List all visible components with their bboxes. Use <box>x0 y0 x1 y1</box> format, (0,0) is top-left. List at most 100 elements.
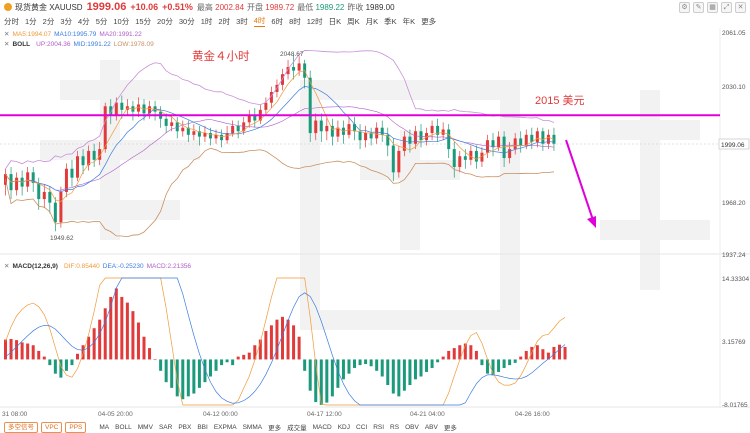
indicator-option[interactable]: EXPMA <box>213 423 237 431</box>
indicator-option[interactable]: OBV <box>405 423 419 431</box>
indicator-option[interactable]: 成交量 <box>287 425 307 432</box>
ma10-line <box>5 85 555 193</box>
macd-bar <box>9 338 13 360</box>
period-tab[interactable]: 3分 <box>60 16 73 26</box>
indicator-option[interactable]: BBI <box>197 423 208 431</box>
period-tab[interactable]: 2分 <box>42 16 55 26</box>
time-tick: 31 08:00 <box>2 411 28 418</box>
indicator-option[interactable]: SMMA <box>242 423 263 431</box>
close-boll-icon[interactable]: ✕ <box>4 41 10 48</box>
macd-bar <box>4 339 7 360</box>
close-icon[interactable]: ✕ <box>735 2 746 13</box>
period-tab[interactable]: 30分 <box>178 16 195 26</box>
indicator-option[interactable]: RSI <box>373 423 385 431</box>
macd-title: MACD(12,26,9) <box>12 262 58 270</box>
period-tab[interactable]: 5分 <box>95 16 108 26</box>
signal-pill[interactable]: PPS <box>65 421 87 433</box>
period-tab[interactable]: 季K <box>384 16 397 26</box>
indicator-option[interactable]: RS <box>390 423 400 431</box>
signal-pill[interactable]: VPC <box>41 421 63 433</box>
indicator-option[interactable]: 更多 <box>268 425 282 432</box>
candle <box>402 136 406 151</box>
candle <box>214 134 218 139</box>
period-tab[interactable]: 1分 <box>25 16 37 26</box>
indicator-option[interactable]: SAR <box>158 423 173 431</box>
macd-bar <box>552 346 556 360</box>
indicator-option[interactable]: MACD <box>312 423 332 431</box>
boll-up-value: UP:2004.36 <box>36 40 71 48</box>
period-tab[interactable]: 10分 <box>113 16 130 26</box>
signal-pill[interactable]: 多空信号 <box>4 421 38 433</box>
period-tab[interactable]: 周K <box>347 16 360 26</box>
instrument-name[interactable]: 现货黄金 XAUUSD <box>15 2 83 12</box>
candle <box>253 115 257 121</box>
macd-bar <box>541 349 545 360</box>
period-tab[interactable]: 8时 <box>289 16 301 26</box>
macd-legend: ✕ MACD(12,26,9) DIF:0.85440 DEA:-0.25230… <box>4 262 191 271</box>
price-tick: 2061.05 <box>722 30 746 37</box>
indicator-option[interactable]: ABV <box>424 423 438 431</box>
macd-bar <box>247 352 251 360</box>
macd-bar <box>208 359 212 377</box>
period-tab[interactable]: 月K <box>365 16 379 26</box>
indicator-option[interactable]: MMV <box>137 423 153 431</box>
candle <box>64 168 68 192</box>
macd-bar <box>175 359 179 397</box>
macd-bar <box>408 359 412 386</box>
candle <box>474 150 478 162</box>
fullscreen-icon[interactable]: ⤢ <box>721 2 732 13</box>
period-tab[interactable]: 4分 <box>78 16 90 26</box>
macd-bar <box>413 359 417 380</box>
indicator-option[interactable]: MA <box>99 423 110 431</box>
period-tab[interactable]: 4时 <box>253 16 266 27</box>
candle <box>358 131 362 141</box>
macd-bar <box>142 336 146 360</box>
indicator-option[interactable]: BOLL <box>115 423 132 431</box>
macd-bar <box>103 308 107 360</box>
macd-bar <box>15 340 19 360</box>
candle <box>397 150 401 173</box>
macd-bar <box>181 359 185 400</box>
indicator-option[interactable]: PBX <box>178 423 192 431</box>
candle <box>480 152 484 162</box>
boll-title: BOLL <box>12 40 31 48</box>
macd-bar <box>26 343 30 360</box>
macd-bar <box>64 359 68 371</box>
period-tab[interactable]: 1时 <box>200 16 213 26</box>
period-tab[interactable]: 15分 <box>135 16 152 26</box>
period-tab[interactable]: 20分 <box>157 16 173 26</box>
macd-bar <box>186 359 190 397</box>
macd-bar <box>153 359 157 361</box>
current-price-tag <box>718 138 750 150</box>
macd-tick: 3.15769 <box>722 339 746 346</box>
candle <box>430 125 434 134</box>
macd-bar <box>109 296 113 360</box>
period-tab[interactable]: 2时 <box>218 16 231 26</box>
macd-bar <box>258 339 262 360</box>
draw-tool-icon[interactable]: ✎ <box>693 2 704 13</box>
period-tab[interactable]: 6时 <box>271 16 284 26</box>
macd-bar <box>242 354 246 360</box>
period-tab[interactable]: 年K <box>402 16 416 26</box>
indicator-option[interactable]: KDJ <box>337 423 350 431</box>
period-tab[interactable]: 12时 <box>306 16 323 26</box>
settings-icon[interactable]: ⚙ <box>679 2 690 13</box>
period-tab[interactable]: 分时 <box>4 16 19 26</box>
period-tab[interactable]: 3时 <box>236 16 248 26</box>
layout-icon[interactable]: ▦ <box>707 2 718 13</box>
indicator-option[interactable]: CCI <box>356 423 368 431</box>
candle <box>242 122 246 132</box>
candle <box>87 150 91 166</box>
macd-bar <box>297 336 301 360</box>
close-macd-icon[interactable]: ✕ <box>4 263 10 270</box>
candle <box>98 149 102 160</box>
close-ma-icon[interactable]: ✕ <box>4 31 10 38</box>
candle <box>26 172 30 187</box>
macd-bar <box>497 359 501 372</box>
candle <box>269 91 273 103</box>
period-tab[interactable]: 更多 <box>421 16 437 26</box>
indicator-option[interactable]: 更多 <box>443 425 457 432</box>
macd-bar <box>81 345 85 360</box>
period-tab[interactable]: 日K <box>328 16 342 26</box>
